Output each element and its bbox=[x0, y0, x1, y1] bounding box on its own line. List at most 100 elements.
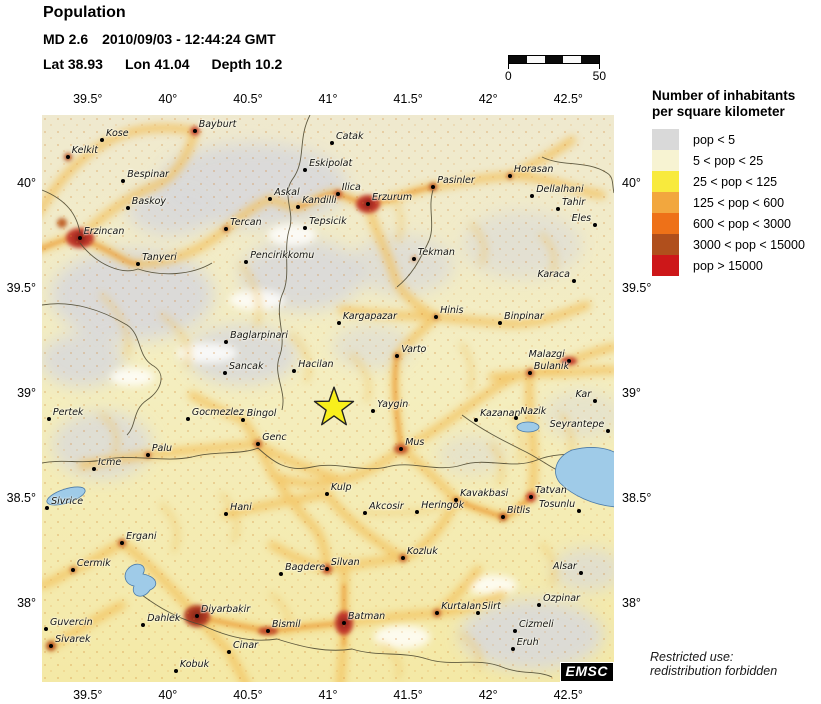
city-dot bbox=[303, 225, 308, 230]
latitude-value: Lat 38.93 bbox=[43, 56, 103, 72]
city-label: Eles bbox=[571, 212, 592, 224]
lon-label-top: 41° bbox=[318, 92, 338, 106]
city-dot bbox=[537, 602, 542, 607]
city-dot bbox=[296, 204, 301, 209]
city-label: Baskoy bbox=[131, 195, 167, 207]
legend-row: 125 < pop < 600 bbox=[652, 192, 820, 214]
city-label: Dahlek bbox=[147, 612, 181, 624]
city-label: Cizmeli bbox=[519, 618, 554, 630]
city-label: Akcosir bbox=[369, 501, 404, 513]
city-label: Batman bbox=[348, 611, 386, 623]
legend-class-label: 5 < pop < 25 bbox=[693, 153, 764, 168]
legend-color-swatch bbox=[652, 213, 679, 235]
city-dot bbox=[514, 415, 519, 420]
city-label: Binpinar bbox=[504, 311, 544, 323]
city-dot bbox=[501, 515, 506, 519]
city-label: Heringok bbox=[421, 499, 465, 511]
city-dot bbox=[224, 339, 229, 344]
city-label: Hani bbox=[230, 502, 252, 514]
city-label: Kargapazar bbox=[342, 311, 397, 323]
city-dot bbox=[227, 649, 232, 654]
event-datetime: 2010/09/03 - 12:44:24 GMT bbox=[102, 31, 276, 47]
city-dot bbox=[223, 370, 228, 375]
city-dot bbox=[224, 226, 229, 231]
city-label: Gocmezlez bbox=[191, 406, 244, 418]
city-dot bbox=[256, 441, 261, 446]
city-label: Horasan bbox=[513, 164, 554, 176]
city-dot bbox=[529, 495, 534, 500]
scale-end-label: 50 bbox=[592, 69, 606, 83]
city-label: Kelkit bbox=[71, 144, 98, 156]
legend: Number of inhabitants per square kilomet… bbox=[652, 88, 820, 277]
restricted-line2: redistribution forbidden bbox=[650, 663, 778, 678]
city-dot bbox=[244, 259, 249, 264]
legend-row: 600 < pop < 3000 bbox=[652, 213, 820, 235]
city-label: Sivarek bbox=[55, 634, 91, 646]
city-label: Askal bbox=[274, 186, 300, 198]
city-dot bbox=[400, 555, 405, 560]
legend-class-label: 600 < pop < 3000 bbox=[693, 216, 792, 231]
city-label: Bayburt bbox=[198, 118, 237, 130]
city-dot bbox=[335, 191, 340, 196]
scale-tick-start bbox=[508, 64, 509, 69]
city-dot bbox=[415, 509, 420, 514]
city-dot bbox=[70, 567, 75, 572]
city-label: Tercan bbox=[230, 216, 262, 228]
longitude-axis-top: 39.5° 40° 40.5° 41° 41.5° 42° 42.5° bbox=[42, 92, 614, 107]
city-label: Tahir bbox=[561, 197, 586, 209]
city-dot bbox=[120, 541, 125, 546]
lon-label-top: 40° bbox=[158, 92, 178, 106]
city-dot bbox=[49, 644, 54, 649]
city-label: Icme bbox=[98, 456, 122, 468]
legend-title-line1: Number of inhabitants bbox=[652, 88, 796, 103]
lat-label-left: 40° bbox=[17, 176, 36, 191]
city-label: Eruh bbox=[516, 637, 539, 649]
city-dot bbox=[510, 647, 515, 652]
event-coords-line: Lat 38.93 Lon 41.04 Depth 10.2 bbox=[43, 56, 304, 72]
city-dot bbox=[46, 416, 51, 421]
city-label: Baglarpinari bbox=[230, 329, 288, 341]
city-label: Bespinar bbox=[127, 168, 169, 180]
lat-label-right: 38° bbox=[622, 596, 641, 611]
lon-label-bottom: 40° bbox=[158, 688, 178, 702]
city-dot bbox=[507, 174, 512, 179]
legend-color-swatch bbox=[652, 171, 679, 193]
legend-row: pop > 15000 bbox=[652, 255, 820, 277]
page-title: Population bbox=[43, 4, 126, 21]
city-dot bbox=[498, 321, 503, 326]
city-dot bbox=[336, 321, 341, 326]
city-dot bbox=[268, 196, 273, 201]
city-dot bbox=[366, 202, 371, 207]
lon-label-top: 42° bbox=[478, 92, 498, 106]
lat-label-left: 38.5° bbox=[6, 490, 36, 505]
lat-label-left: 39° bbox=[17, 385, 36, 400]
city-label: Kobuk bbox=[179, 658, 210, 670]
city-label: Tatvan bbox=[535, 485, 567, 497]
city-label: Guvercin bbox=[50, 617, 93, 629]
city-dot bbox=[330, 140, 334, 145]
lon-label-top: 39.5° bbox=[73, 92, 103, 106]
city-dot bbox=[530, 194, 535, 199]
scale-start-label: 0 bbox=[505, 69, 512, 83]
lat-label-left: 38° bbox=[17, 596, 36, 611]
city-label: Nazik bbox=[520, 405, 547, 417]
city-dot bbox=[399, 446, 404, 451]
distance-scale-bar: 0 50 bbox=[505, 55, 606, 83]
city-dot bbox=[125, 205, 130, 210]
legend-row: 5 < pop < 25 bbox=[652, 150, 820, 172]
epicenter-star-icon bbox=[313, 386, 354, 425]
emsc-logo: EMSC bbox=[559, 662, 614, 682]
city-dot bbox=[411, 257, 416, 262]
event-info-line: MD 2.6 2010/09/03 - 12:44:24 GMT bbox=[43, 31, 290, 47]
city-label: Varto bbox=[401, 343, 427, 355]
lon-label-bottom: 39.5° bbox=[73, 688, 103, 702]
city-label: Erzincan bbox=[83, 226, 125, 238]
legend-row: 25 < pop < 125 bbox=[652, 171, 820, 193]
city-label: Malazgi bbox=[528, 349, 565, 361]
city-label: Cermik bbox=[76, 557, 111, 569]
city-dot bbox=[324, 491, 329, 496]
city-label: Bagdere bbox=[285, 562, 326, 574]
city-dot bbox=[121, 178, 126, 183]
city-dot bbox=[240, 418, 245, 423]
city-label: Kazanan bbox=[480, 408, 521, 420]
